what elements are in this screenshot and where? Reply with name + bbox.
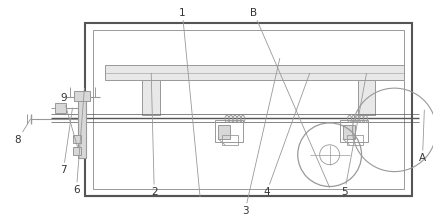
Text: 1: 1 bbox=[179, 8, 200, 196]
Bar bbox=[142, 80, 160, 115]
Text: 9: 9 bbox=[60, 93, 77, 147]
Text: 3: 3 bbox=[242, 58, 280, 216]
Bar bbox=[79, 95, 86, 158]
Text: 2: 2 bbox=[151, 73, 158, 197]
Bar bbox=[342, 125, 355, 139]
Bar bbox=[93, 29, 404, 189]
Bar bbox=[215, 120, 243, 142]
Bar bbox=[222, 135, 238, 145]
Text: A: A bbox=[419, 110, 426, 163]
Text: 8: 8 bbox=[15, 119, 31, 145]
Bar bbox=[218, 125, 230, 139]
Bar bbox=[347, 135, 362, 145]
Bar bbox=[73, 147, 82, 155]
Text: 4: 4 bbox=[263, 73, 310, 197]
Bar bbox=[55, 103, 66, 113]
Text: 7: 7 bbox=[60, 108, 72, 175]
Bar bbox=[75, 91, 90, 101]
Bar bbox=[340, 120, 368, 142]
Bar bbox=[105, 65, 404, 80]
Text: 5: 5 bbox=[341, 73, 367, 197]
Text: 6: 6 bbox=[73, 88, 85, 195]
Text: B: B bbox=[250, 8, 330, 187]
Bar bbox=[85, 23, 412, 196]
Bar bbox=[73, 135, 82, 143]
Bar bbox=[358, 80, 375, 115]
